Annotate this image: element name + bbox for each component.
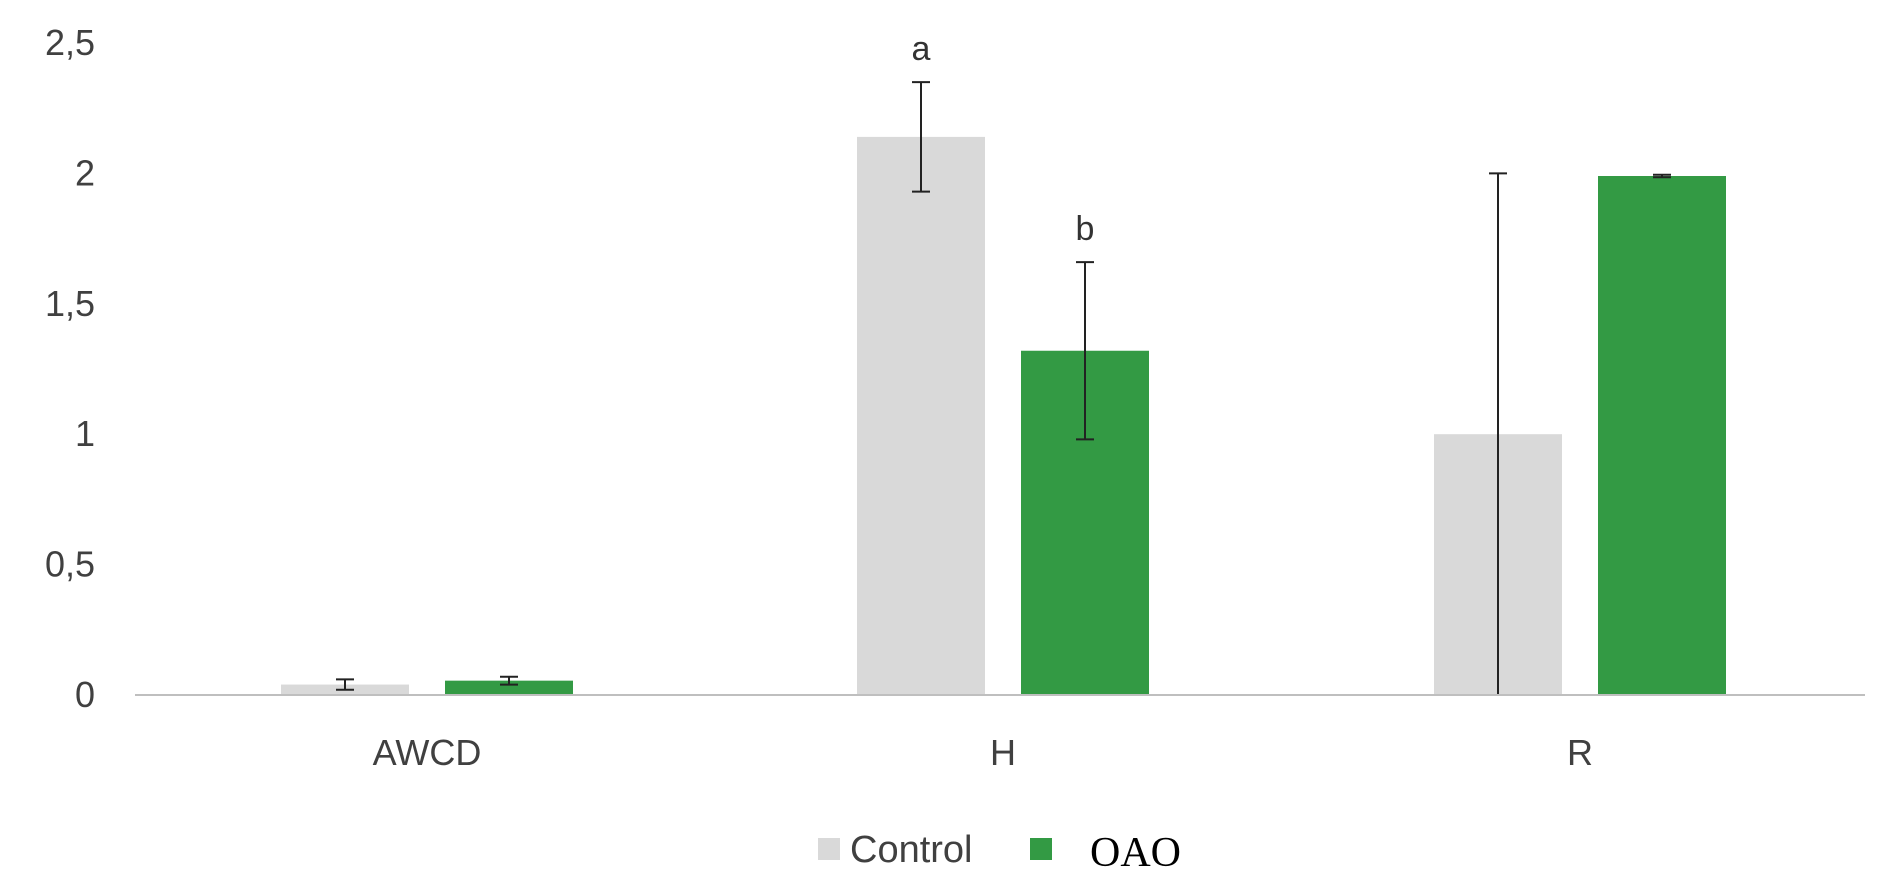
x-tick-label: H <box>990 732 1016 773</box>
y-tick-label: 1,5 <box>45 283 95 324</box>
error-bar-control-r <box>1489 172 1507 695</box>
error-bar-control-awcd <box>336 678 354 691</box>
x-tick-label: R <box>1567 732 1593 773</box>
x-tick-label: AWCD <box>373 732 482 773</box>
legend-label-oao: OAO <box>1090 830 1181 876</box>
error-bar-oao-awcd <box>500 675 518 686</box>
error-bar-control-h <box>912 81 930 193</box>
y-axis-ticks: 0 0,5 1 1,5 2 2,5 <box>45 22 95 715</box>
y-tick-label: 2,5 <box>45 22 95 63</box>
y-tick-label: 0,5 <box>45 544 95 585</box>
x-axis-category-labels: AWCD H R <box>373 732 1593 773</box>
bar-oao-r <box>1598 176 1726 695</box>
bar-control-h <box>857 136 985 695</box>
error-bars <box>336 81 1671 695</box>
bars <box>281 136 1726 695</box>
y-tick-label: 2 <box>75 152 95 193</box>
bar-oao-awcd <box>445 680 573 695</box>
y-tick-label: 0 <box>75 674 95 715</box>
legend-swatch-oao <box>1030 838 1052 860</box>
error-bar-oao-r <box>1653 173 1671 179</box>
legend-swatch-control <box>818 838 840 860</box>
significance-label: a <box>912 30 931 68</box>
significance-label: b <box>1076 210 1095 248</box>
legend: Control OAO <box>818 829 1181 876</box>
y-tick-label: 1 <box>75 413 95 454</box>
significance-labels: ab <box>912 30 1095 248</box>
error-bar-oao-h <box>1076 261 1094 441</box>
legend-label-control: Control <box>850 829 973 871</box>
